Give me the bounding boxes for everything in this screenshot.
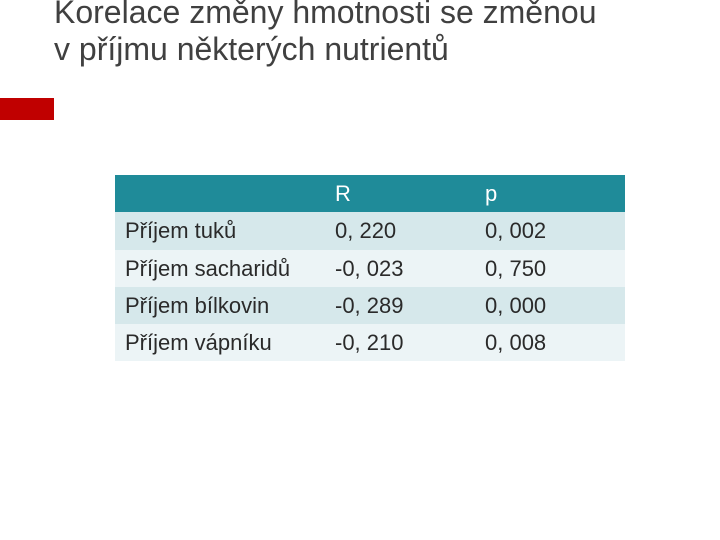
table-row: Příjem tuků 0, 220 0, 002 bbox=[115, 212, 625, 249]
row-r: -0, 289 bbox=[325, 287, 475, 324]
correlation-table-wrap: R p Příjem tuků 0, 220 0, 002 Příjem sac… bbox=[115, 175, 615, 361]
row-label: Příjem bílkovin bbox=[115, 287, 325, 324]
table-row: Příjem vápníku -0, 210 0, 008 bbox=[115, 324, 625, 361]
row-r: -0, 023 bbox=[325, 250, 475, 287]
row-p: 0, 008 bbox=[475, 324, 625, 361]
slide-title: Korelace změny hmotnosti se změnou v pří… bbox=[54, 0, 614, 68]
table-body: Příjem tuků 0, 220 0, 002 Příjem sachari… bbox=[115, 212, 625, 361]
table-header-r: R bbox=[325, 175, 475, 212]
row-p: 0, 000 bbox=[475, 287, 625, 324]
table-header-p: p bbox=[475, 175, 625, 212]
row-p: 0, 002 bbox=[475, 212, 625, 249]
row-label: Příjem tuků bbox=[115, 212, 325, 249]
row-label: Příjem vápníku bbox=[115, 324, 325, 361]
correlation-table: R p Příjem tuků 0, 220 0, 002 Příjem sac… bbox=[115, 175, 625, 361]
accent-bar bbox=[0, 98, 54, 120]
table-header-empty bbox=[115, 175, 325, 212]
row-p: 0, 750 bbox=[475, 250, 625, 287]
table-header-row: R p bbox=[115, 175, 625, 212]
table-row: Příjem bílkovin -0, 289 0, 000 bbox=[115, 287, 625, 324]
row-label: Příjem sacharidů bbox=[115, 250, 325, 287]
row-r: -0, 210 bbox=[325, 324, 475, 361]
title-block: Korelace změny hmotnosti se změnou v pří… bbox=[54, 0, 614, 68]
slide: Korelace změny hmotnosti se změnou v pří… bbox=[0, 0, 720, 540]
table-row: Příjem sacharidů -0, 023 0, 750 bbox=[115, 250, 625, 287]
row-r: 0, 220 bbox=[325, 212, 475, 249]
